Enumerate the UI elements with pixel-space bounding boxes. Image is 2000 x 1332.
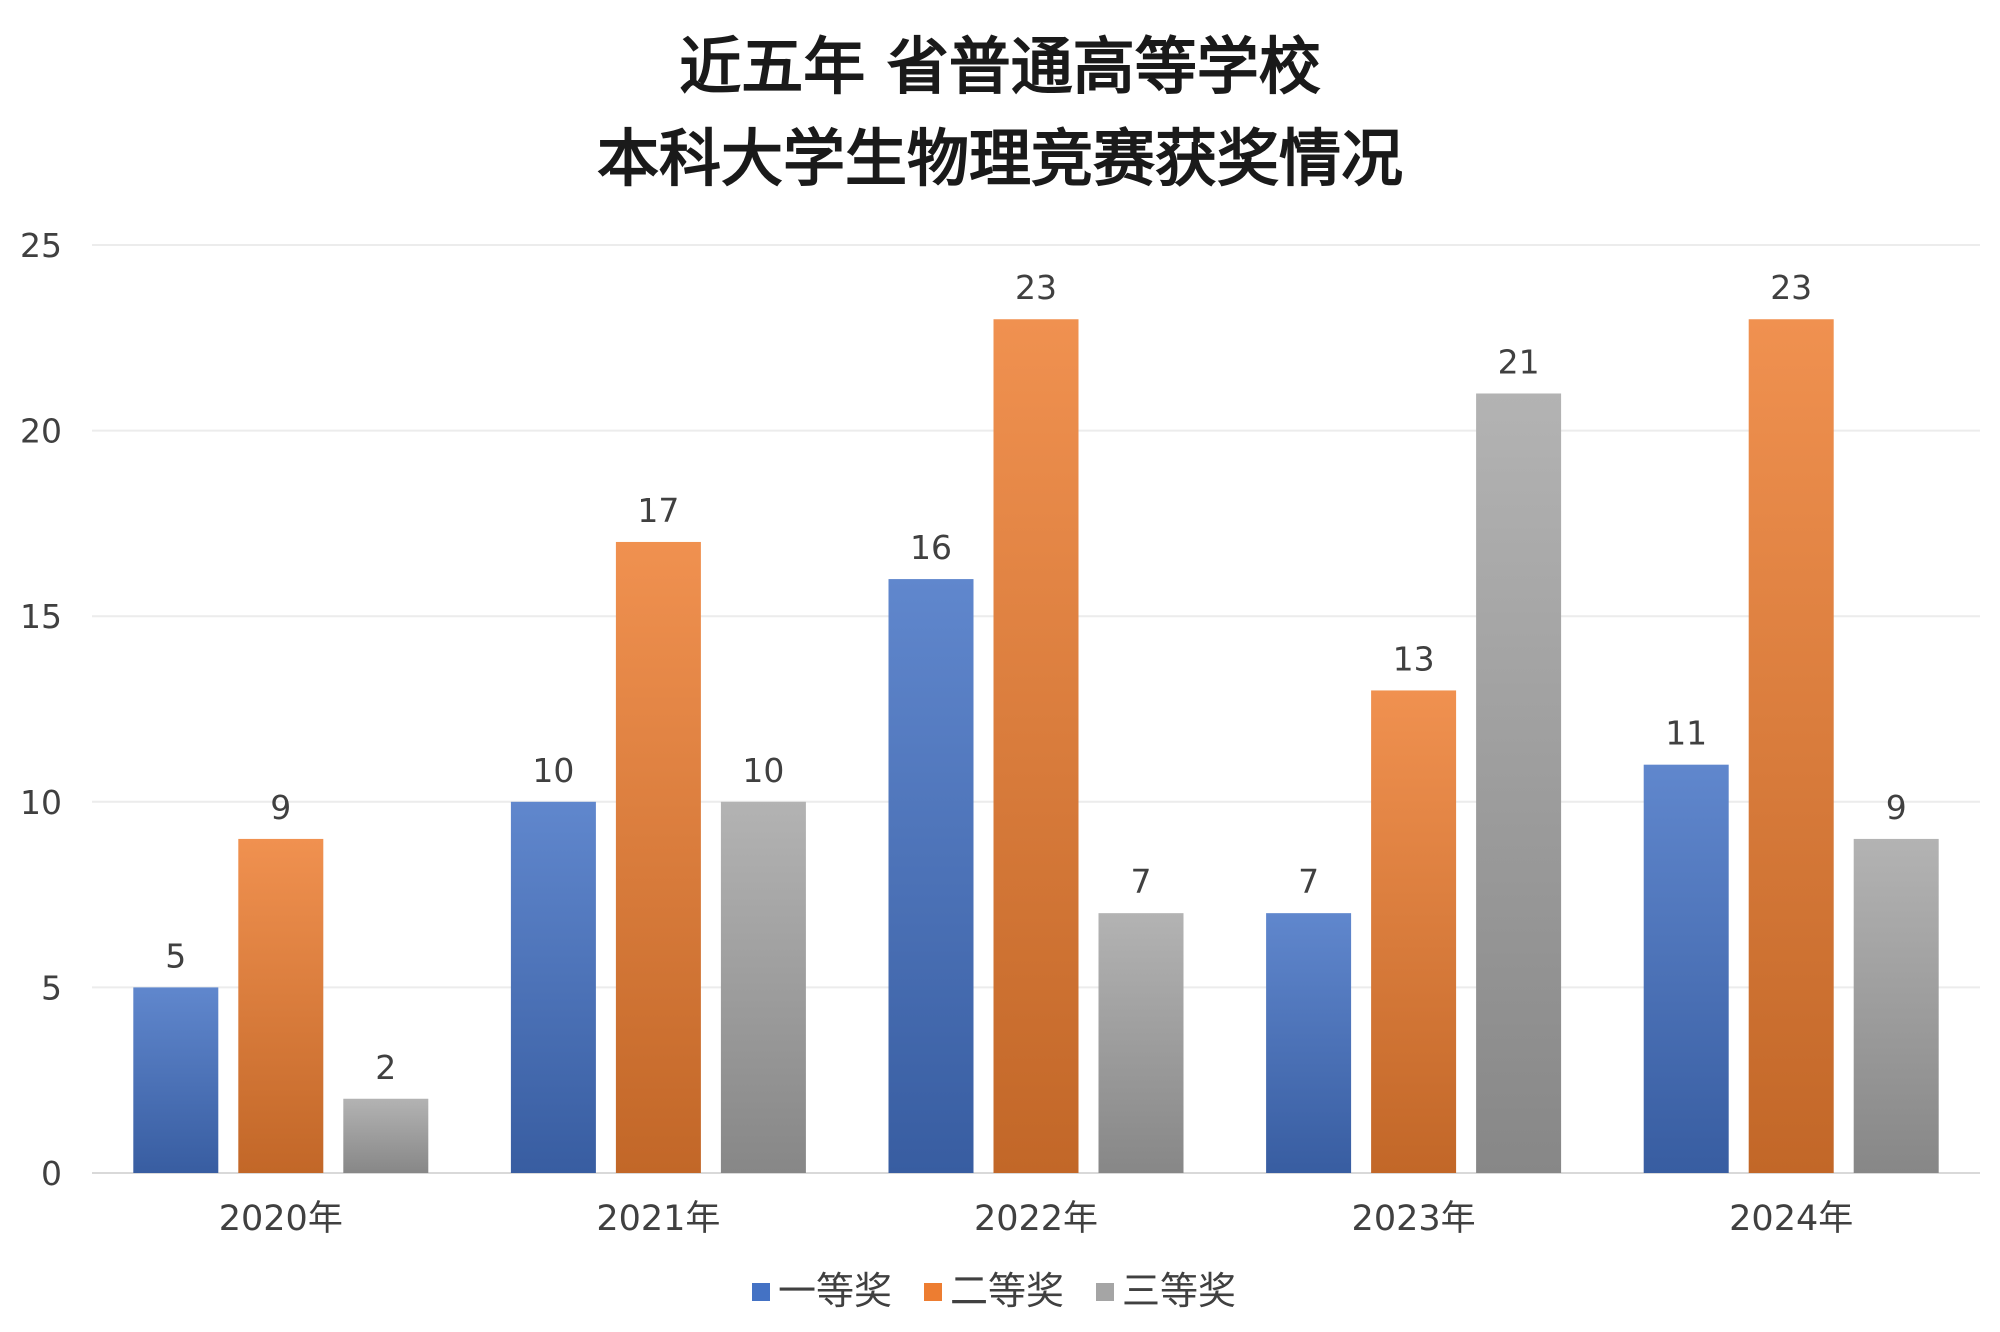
x-tick-label: 2020年 <box>219 1199 343 1239</box>
chart-title-line-2: 本科大学生物理竞赛获奖情况 <box>597 122 1403 195</box>
data-label: 11 <box>1665 714 1707 753</box>
x-tick-label: 2024年 <box>1729 1199 1853 1239</box>
y-tick-label: 20 <box>20 412 62 451</box>
x-tick-label: 2022年 <box>974 1199 1098 1239</box>
bar-0-2 <box>343 1098 429 1173</box>
data-label: 7 <box>1298 862 1319 901</box>
x-tick-label: 2021年 <box>596 1199 720 1239</box>
data-label: 9 <box>270 788 291 827</box>
data-label: 7 <box>1131 862 1152 901</box>
bar-3-1 <box>1371 690 1457 1173</box>
legend-swatch <box>752 1283 770 1301</box>
bar-1-1 <box>615 541 701 1173</box>
y-tick-label: 10 <box>20 783 62 822</box>
legend-swatch <box>924 1283 942 1301</box>
y-tick-label: 0 <box>41 1154 62 1193</box>
legend: 一等奖 二等奖 三等奖 <box>752 1269 1236 1313</box>
bar-2-1 <box>993 319 1079 1173</box>
data-label: 17 <box>637 491 679 530</box>
data-label: 5 <box>165 936 186 975</box>
y-axis: 0 5 10 15 20 25 <box>20 226 62 1193</box>
chart-title: 近五年 省普通高等学校 本科大学生物理竞赛获奖情况 <box>597 30 1403 195</box>
data-label: 2 <box>375 1048 396 1087</box>
data-label: 23 <box>1770 268 1812 307</box>
data-label: 23 <box>1015 268 1057 307</box>
data-labels: 5 9 2 10 17 10 16 23 7 7 13 21 11 23 9 <box>165 268 1906 1087</box>
y-tick-label: 15 <box>20 597 62 636</box>
x-axis: 2020年 2021年 2022年 2023年 2024年 <box>219 1199 1853 1239</box>
bar-4-2 <box>1853 838 1939 1173</box>
bar-4-0 <box>1643 764 1729 1173</box>
chart-title-line-1: 近五年 省普通高等学校 <box>679 30 1321 103</box>
bar-3-0 <box>1266 913 1352 1173</box>
x-tick-label: 2023年 <box>1352 1199 1476 1239</box>
bar-0-1 <box>238 838 324 1173</box>
legend-label: 三等奖 <box>1122 1269 1236 1313</box>
data-label: 9 <box>1886 788 1907 827</box>
data-label: 13 <box>1393 639 1435 678</box>
data-label: 10 <box>532 751 574 790</box>
data-label: 21 <box>1498 342 1540 381</box>
data-label: 16 <box>910 528 952 567</box>
bar-4-1 <box>1748 319 1834 1173</box>
bars <box>133 319 1939 1174</box>
y-tick-label: 25 <box>20 226 62 265</box>
bar-2-2 <box>1098 913 1184 1173</box>
bar-3-2 <box>1476 393 1562 1174</box>
bar-2-0 <box>888 579 974 1173</box>
bar-1-2 <box>720 801 806 1173</box>
data-label: 10 <box>742 751 784 790</box>
legend-label: 二等奖 <box>950 1269 1064 1313</box>
y-tick-label: 5 <box>41 968 62 1007</box>
bar-1-0 <box>510 801 596 1173</box>
legend-swatch <box>1096 1283 1114 1301</box>
legend-label: 一等奖 <box>778 1269 892 1313</box>
bar-0-0 <box>133 987 219 1173</box>
